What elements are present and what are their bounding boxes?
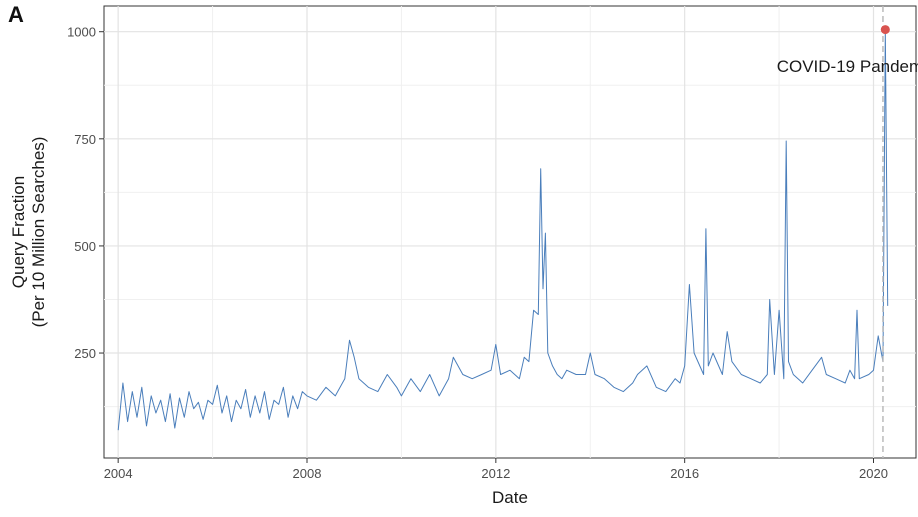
y-tick-label: 500 (74, 239, 96, 254)
y-ticks: 250 500 750 1000 (67, 25, 104, 361)
series-layer (117, 29, 889, 431)
annotation-text: COVID-19 Pandemic (777, 57, 918, 76)
marks-layer (880, 6, 890, 458)
x-tick-label: 2008 (293, 466, 322, 481)
series-line-0 (117, 29, 889, 431)
plot-background (103, 5, 917, 459)
x-tick-label: 2020 (859, 466, 888, 481)
highlight-point (880, 25, 890, 35)
y-tick-label: 750 (74, 132, 96, 147)
x-tick-label: 2012 (481, 466, 510, 481)
y-axis-title-line-2: (Per 10 Million Searches) (29, 137, 48, 328)
x-tick-label: 2004 (104, 466, 133, 481)
panel-label: A (8, 2, 24, 27)
y-axis-title-line-1: Query Fraction (9, 176, 28, 288)
y-tick-label: 250 (74, 346, 96, 361)
x-axis-title: Date (492, 488, 528, 507)
x-tick-label: 2016 (670, 466, 699, 481)
x-ticks: 2004 2008 2012 2016 2020 (104, 458, 888, 481)
y-tick-label: 1000 (67, 25, 96, 40)
